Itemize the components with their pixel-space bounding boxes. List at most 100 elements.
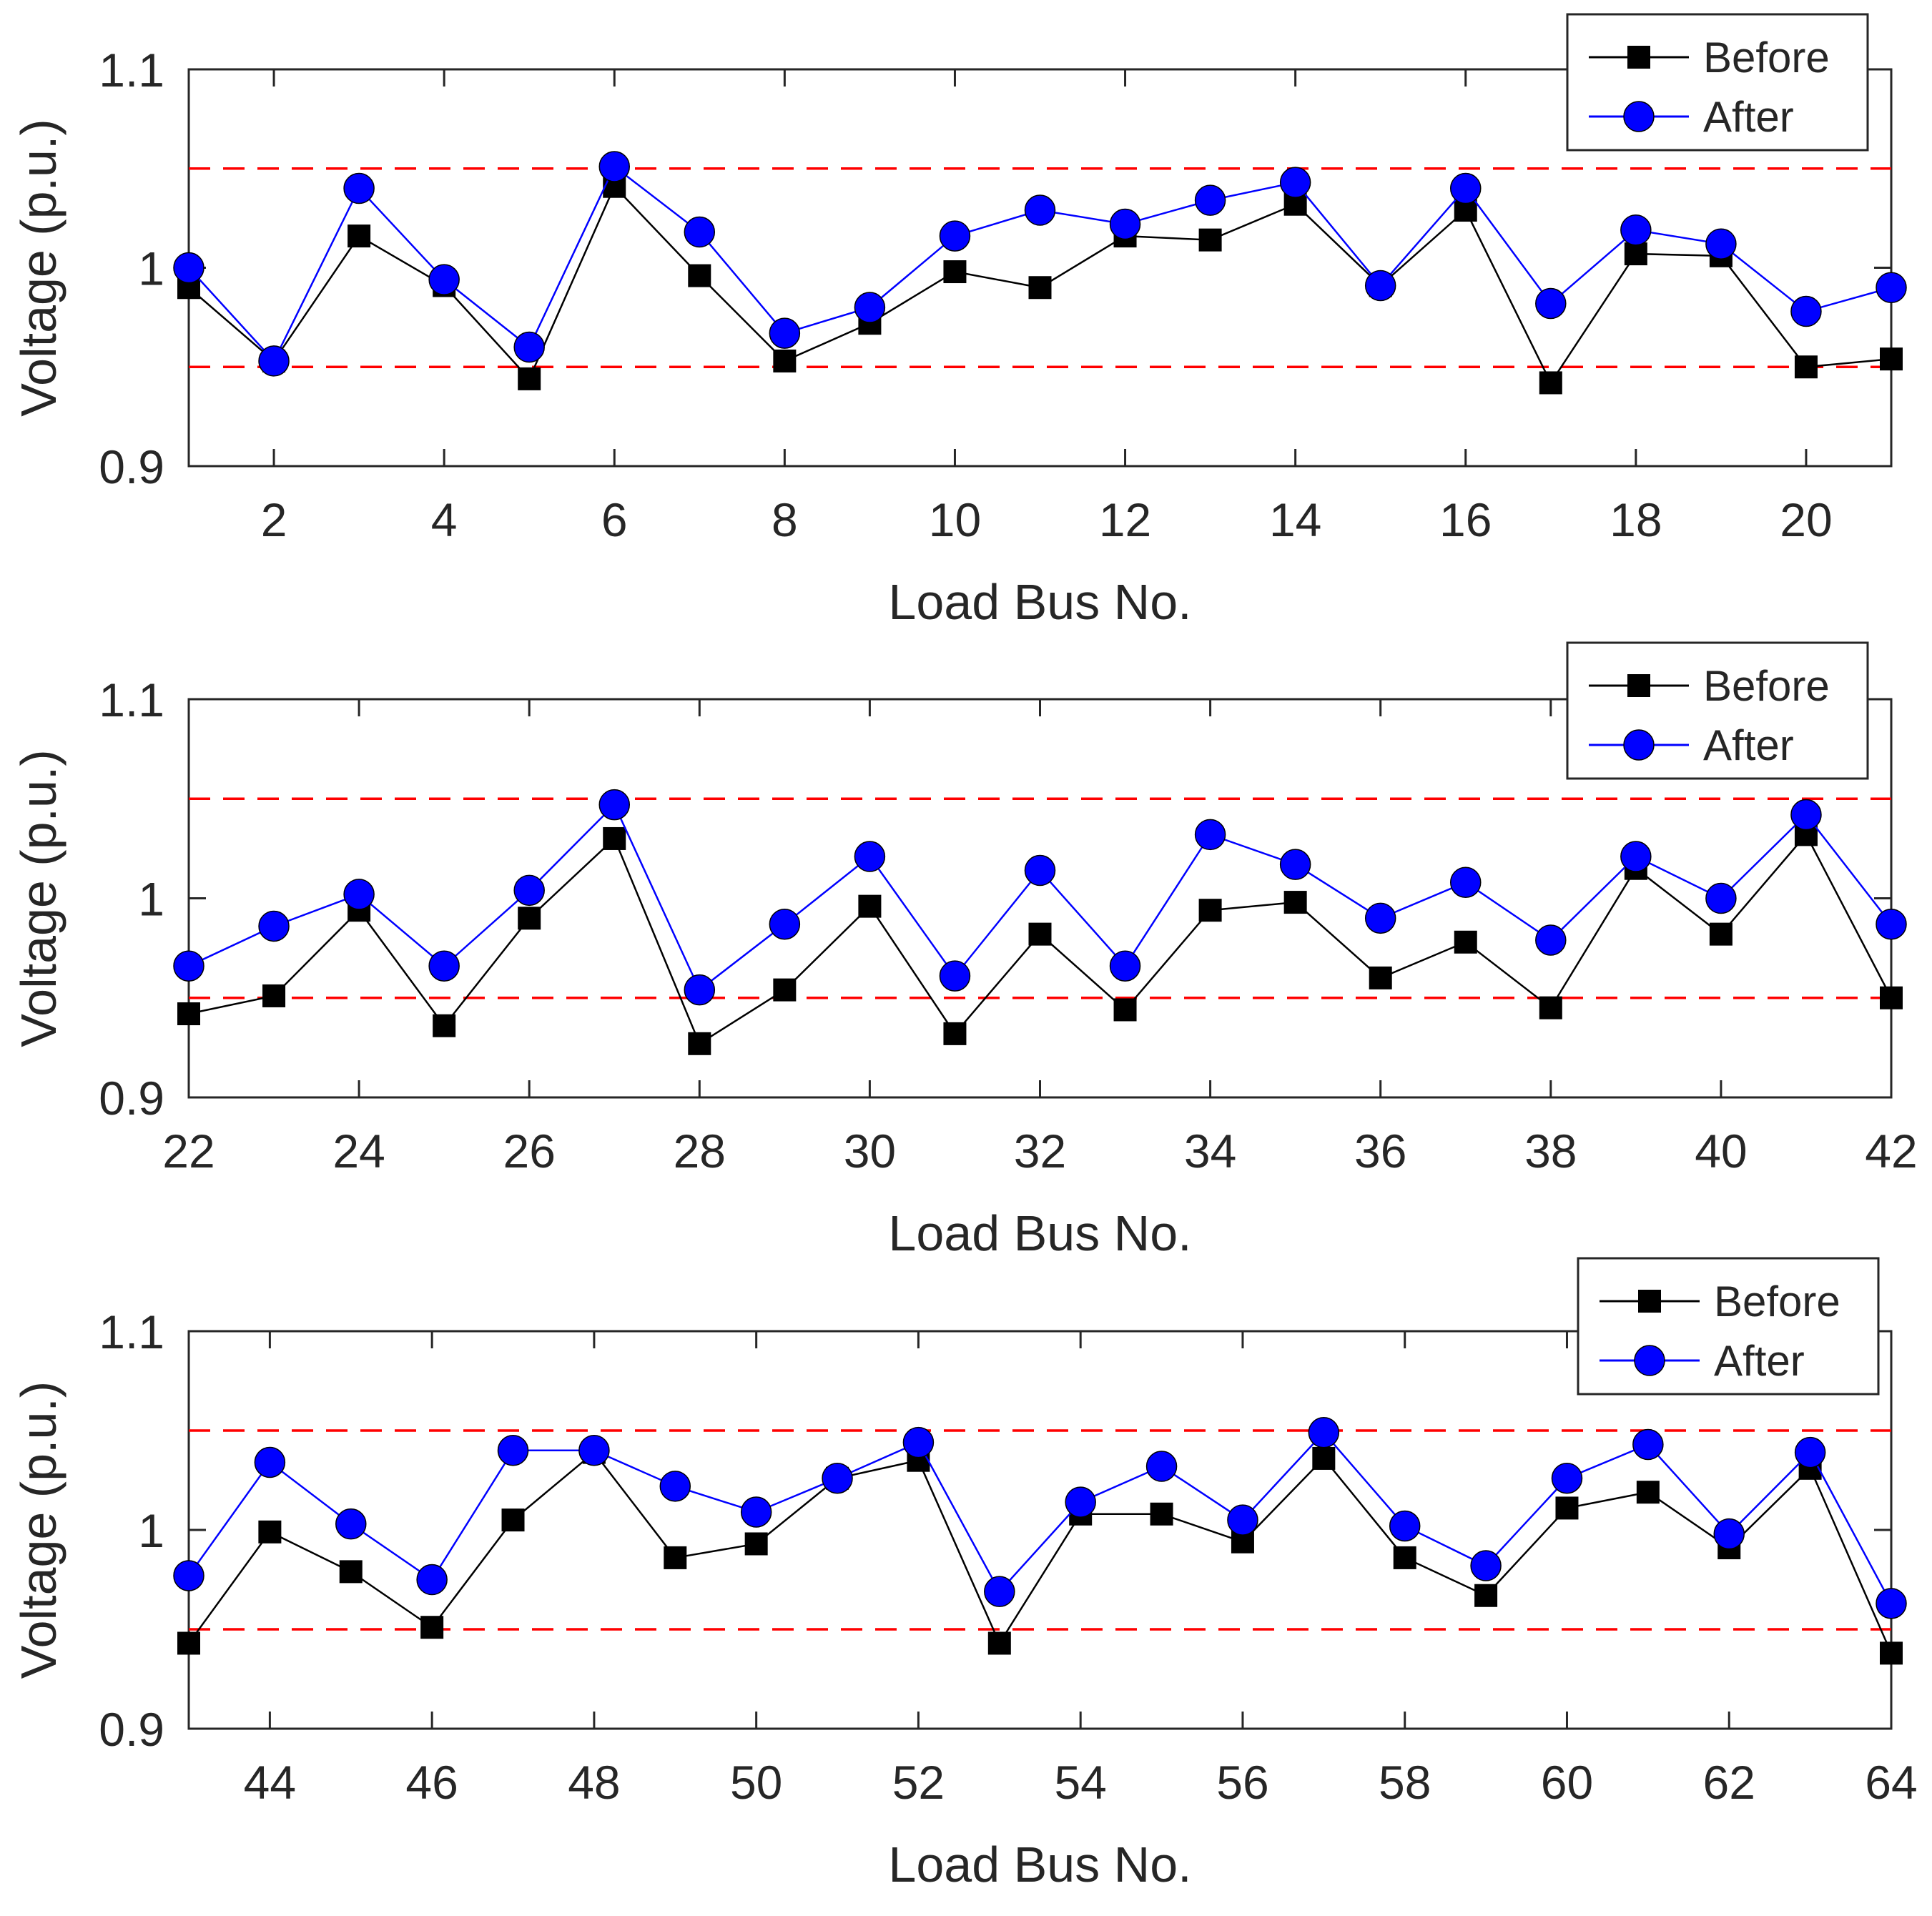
point-before — [943, 1022, 967, 1045]
point-after — [578, 1435, 610, 1466]
x-tick-label: 28 — [674, 1125, 726, 1177]
point-after — [939, 220, 971, 252]
legend-marker-before — [1627, 46, 1650, 69]
point-after — [173, 1560, 204, 1591]
legend-box — [1566, 13, 1869, 152]
legend-box — [1566, 641, 1869, 780]
point-before — [664, 1546, 687, 1569]
point-after — [1705, 882, 1737, 914]
point-before — [518, 907, 541, 930]
point-after — [1794, 1436, 1826, 1468]
legend-label-after: After — [1714, 1337, 1805, 1385]
point-after — [1705, 228, 1737, 260]
point-after — [1450, 866, 1482, 898]
series-line-after — [187, 1431, 1893, 1604]
point-after — [822, 1462, 853, 1494]
y-tick-label: 1.1 — [99, 673, 164, 726]
point-after — [769, 908, 801, 940]
x-tick-label: 6 — [601, 493, 628, 546]
legend-marker-after — [1623, 729, 1655, 761]
point-after — [1308, 1417, 1340, 1448]
point-before — [1636, 1481, 1660, 1504]
point-after — [659, 1471, 691, 1502]
point-after — [497, 1435, 529, 1466]
point-after — [684, 974, 716, 1006]
point-after — [428, 950, 460, 982]
point-after — [254, 1446, 286, 1478]
point-before — [773, 349, 797, 372]
point-after — [258, 345, 290, 377]
point-after — [1790, 295, 1822, 327]
point-before — [858, 894, 882, 918]
point-before — [1150, 1502, 1173, 1526]
point-before — [1555, 1496, 1579, 1520]
point-after — [684, 216, 716, 248]
point-before — [1794, 355, 1818, 379]
point-before — [1880, 986, 1903, 1009]
x-tick-label: 54 — [1054, 1756, 1106, 1809]
x-tick-label: 26 — [503, 1125, 555, 1177]
y-tick-label: 0.9 — [99, 1072, 164, 1125]
point-after — [1364, 902, 1396, 934]
point-after — [1470, 1550, 1502, 1581]
legend: Before After — [1566, 641, 1869, 780]
point-before — [987, 1631, 1011, 1655]
x-tick-label: 44 — [244, 1756, 296, 1809]
point-after — [1145, 1451, 1178, 1482]
x-tick-label: 10 — [929, 493, 981, 546]
point-after — [343, 172, 375, 204]
x-tick-label: 16 — [1439, 493, 1492, 546]
point-after — [1790, 799, 1822, 831]
point-after — [1535, 924, 1567, 956]
point-after — [258, 910, 290, 942]
point-after — [1109, 950, 1141, 982]
point-after — [1024, 854, 1056, 887]
point-after — [1876, 1588, 1907, 1619]
point-after — [173, 950, 204, 982]
point-after — [1364, 270, 1396, 302]
chart-panel-1: 2 4 6 8 10 12 14 16 18 20 0.9 1 1.1 Load Bus No. Volta… — [11, 13, 1907, 630]
x-tick-label: 46 — [405, 1756, 458, 1809]
point-after — [1620, 214, 1652, 246]
point-before — [1283, 891, 1307, 914]
legend-marker-before — [1627, 674, 1650, 697]
x-tick-label: 8 — [772, 493, 798, 546]
point-before — [1113, 998, 1137, 1022]
point-after — [1065, 1486, 1096, 1518]
point-before — [262, 984, 286, 1007]
point-after — [1713, 1518, 1745, 1550]
x-tick-label: 58 — [1379, 1756, 1431, 1809]
point-after — [1389, 1510, 1421, 1542]
x-tick-label: 40 — [1695, 1125, 1747, 1177]
point-after — [1279, 167, 1311, 198]
point-after — [416, 1564, 448, 1596]
point-after — [428, 264, 460, 295]
plot-area — [187, 1330, 1893, 1730]
y-tick-label: 0.9 — [99, 1703, 164, 1756]
point-before — [1454, 930, 1477, 954]
legend-label-before: Before — [1714, 1278, 1840, 1325]
point-after — [1194, 819, 1226, 851]
x-tick-label: 32 — [1014, 1125, 1066, 1177]
y-tick-label: 1 — [138, 1504, 164, 1557]
point-before — [258, 1520, 282, 1544]
legend-box — [1577, 1257, 1880, 1396]
x-axis-label: Load Bus No. — [888, 1837, 1191, 1892]
point-before — [1198, 228, 1222, 252]
y-tick-label: 1.1 — [99, 1305, 164, 1358]
point-after — [939, 960, 971, 992]
chart-panel-3: 44 46 48 50 52 54 56 58 60 62 64 0.9 1 1.1 Load Bus No… — [11, 1257, 1918, 1892]
x-tick-label: 64 — [1865, 1756, 1917, 1809]
y-axis-label: Voltage (p.u.) — [11, 119, 66, 416]
point-after — [1450, 172, 1482, 204]
point-after — [769, 317, 801, 349]
point-after — [343, 879, 375, 910]
chart-panel-2: 22 24 26 28 30 32 34 36 38 40 42 0.9 1 1.1 Load Bus No… — [11, 641, 1918, 1261]
point-after — [740, 1496, 772, 1528]
y-tick-label: 1 — [138, 242, 164, 295]
x-tick-label: 42 — [1865, 1125, 1917, 1177]
point-before — [339, 1560, 363, 1584]
point-before — [943, 260, 967, 284]
point-before — [773, 978, 797, 1002]
x-tick-label: 18 — [1610, 493, 1662, 546]
